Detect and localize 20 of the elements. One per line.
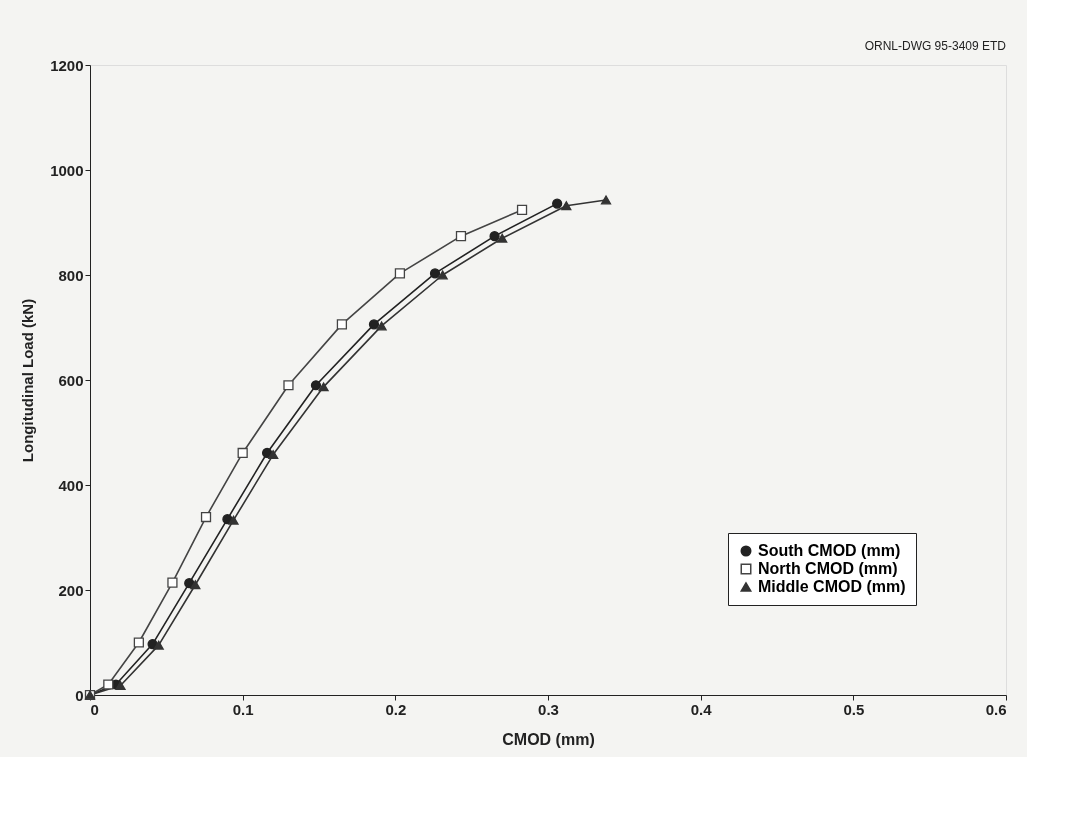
legend-label: North CMOD (mm) <box>758 560 898 577</box>
y-tick-label: 600 <box>58 371 84 389</box>
x-tick-label: 0.5 <box>843 700 865 718</box>
x-tick-label: 0.3 <box>538 700 559 718</box>
y-tick-label: 400 <box>58 476 84 494</box>
x-tick-label: 0.6 <box>985 700 1007 718</box>
y-tick-label: 800 <box>58 266 84 284</box>
x-axis-title: CMOD (mm) <box>502 730 595 748</box>
x-tick-label: 0.2 <box>385 700 407 718</box>
x-tick-label: 0.1 <box>232 700 254 718</box>
y-axis-title: Longitudinal Load (kN) <box>19 298 37 463</box>
y-tick-label: 1000 <box>50 161 84 179</box>
y-tick-label: 0 <box>75 686 84 704</box>
text: ORNL-DWG 95-3409 ETD <box>864 39 1007 53</box>
legend-label: Middle CMOD (mm) <box>758 578 906 595</box>
x-tick-label: 0 <box>90 700 99 718</box>
legend-label: South CMOD (mm) <box>758 542 901 559</box>
x-tick-label: 0.4 <box>690 700 713 718</box>
y-tick-label: 1200 <box>50 56 84 74</box>
y-tick-label: 200 <box>58 581 84 599</box>
